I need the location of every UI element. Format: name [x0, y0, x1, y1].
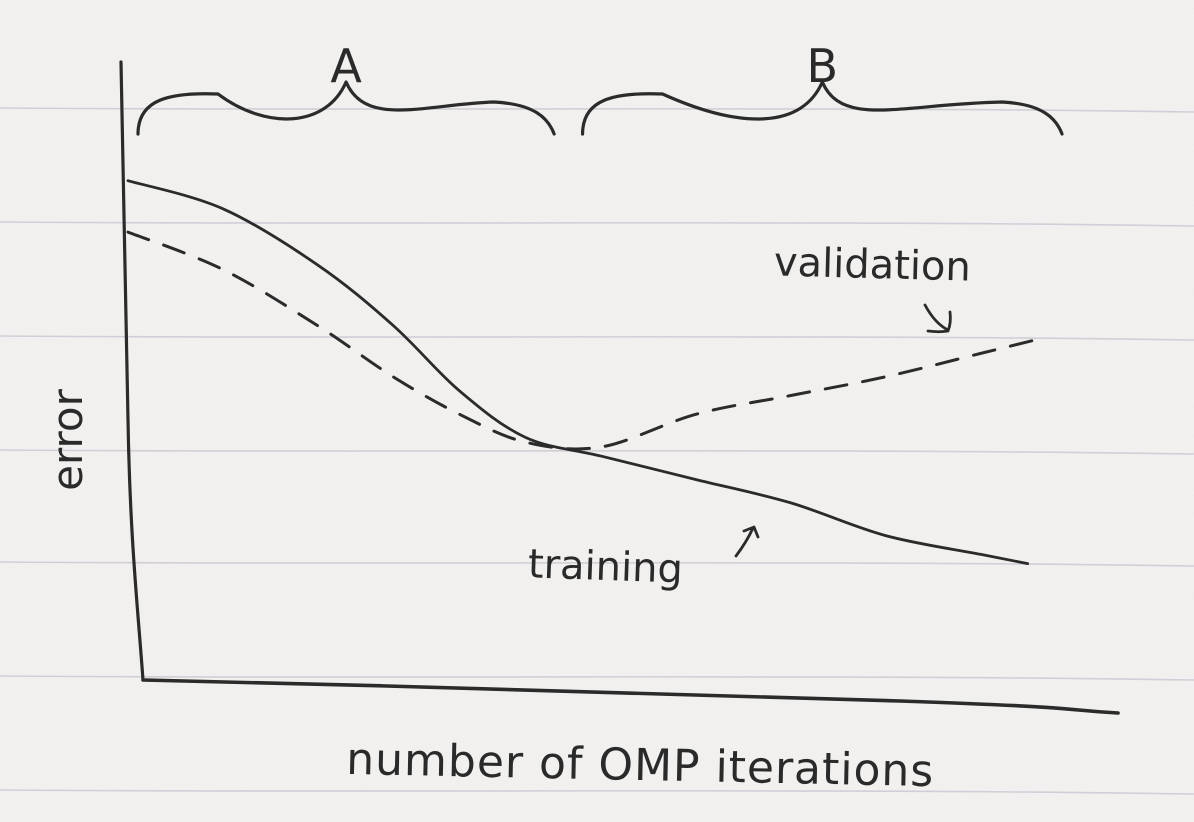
rule-line [0, 789, 1194, 795]
x-axis-label: number of OMP iterations [346, 734, 935, 797]
training-arrow-icon [734, 525, 760, 558]
rule-line [0, 675, 1194, 681]
series-layer [126, 179, 1039, 565]
region-a: A [136, 39, 556, 136]
y-axis [119, 60, 145, 682]
rule-line [0, 335, 1194, 341]
notebook-rule-lines [0, 107, 1194, 795]
region-brace-a [136, 80, 556, 136]
series-line-training [126, 179, 1030, 565]
region-b: B [580, 39, 1064, 136]
axes [119, 60, 1120, 715]
validation-arrow-icon [923, 303, 952, 334]
rule-line [0, 221, 1194, 227]
rule-line [0, 107, 1194, 113]
region-brace-b [580, 80, 1064, 136]
rule-line [0, 449, 1194, 455]
region-label-b: B [807, 39, 839, 93]
series-label-training: training [527, 541, 683, 592]
region-label-a: A [330, 39, 362, 93]
annotations [734, 303, 952, 558]
series-label-validation: validation [773, 239, 971, 290]
labels-layer: number of OMP iterations error validation t… [43, 239, 971, 797]
x-axis [141, 678, 1120, 715]
y-axis-label: error [43, 388, 92, 490]
rule-line [0, 561, 1194, 567]
